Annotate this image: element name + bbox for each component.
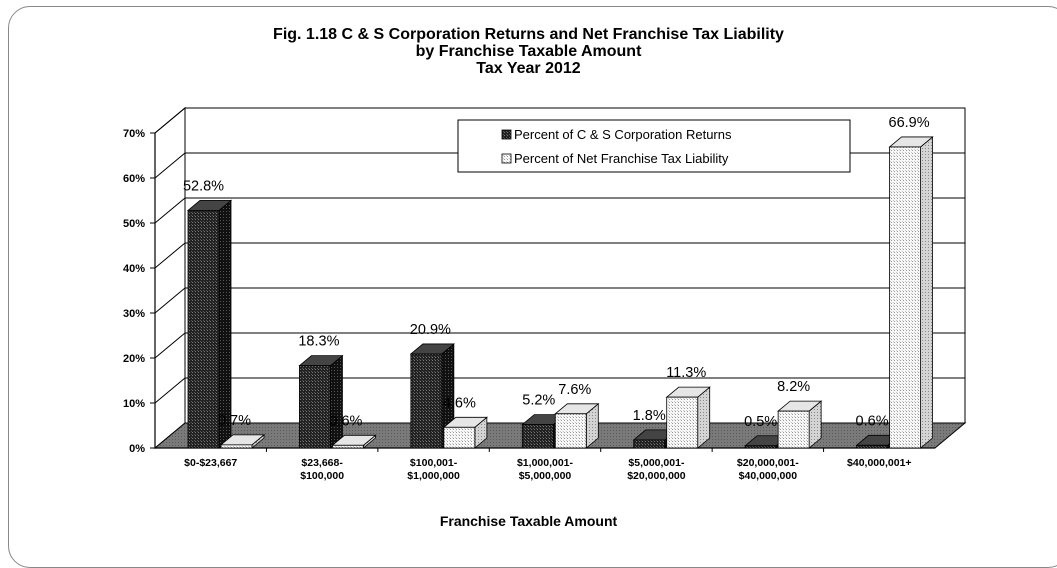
data-label: 66.9% (889, 115, 930, 131)
gridline (154, 107, 965, 134)
bar-front (521, 424, 554, 449)
bar-front (332, 444, 364, 449)
x-tick-label: $5,000,000 (519, 470, 572, 482)
bar-front (666, 396, 699, 449)
gridline (154, 197, 965, 224)
bar (554, 402, 600, 449)
data-label: 0.6% (329, 413, 362, 429)
x-axis-title: Franchise Taxable Amount (439, 513, 618, 529)
data-label: 8.2% (777, 379, 810, 395)
bar (219, 433, 266, 449)
bar-front (443, 426, 476, 449)
bar-side (218, 199, 232, 449)
gridline (154, 287, 965, 314)
data-label: 0.7% (218, 413, 251, 429)
bar-side (920, 136, 933, 449)
bar (442, 416, 488, 449)
chart-title-line-2: by Franchise Taxable Amount (415, 43, 642, 60)
data-label: 20.9% (410, 322, 451, 338)
data-label: 4.6% (443, 395, 476, 411)
bar-front (299, 365, 331, 449)
y-tick-label: 10% (123, 398, 145, 410)
y-tick-label: 30% (123, 308, 145, 320)
x-tick-label: $1,000,000 (407, 470, 460, 482)
legend-box (457, 119, 851, 173)
bar-front (187, 209, 220, 449)
chart-side-wall (154, 106, 186, 450)
y-tick-label: 50% (123, 218, 145, 230)
data-label: 1.8% (633, 408, 666, 424)
bar (888, 136, 934, 449)
bar-front (554, 413, 587, 449)
data-label: 18.3% (298, 334, 339, 350)
data-label: 5.2% (522, 393, 555, 409)
data-label: 0.6% (856, 413, 889, 429)
chart-title: Fig. 1.18 C & S Corporation Returns and … (0, 26, 1057, 77)
bar (331, 434, 377, 449)
y-tick-label: 70% (123, 128, 145, 140)
x-tick-label: $1,000,001- (517, 457, 574, 469)
legend-swatch (501, 129, 512, 140)
bar-front (856, 444, 888, 449)
data-label: 0.5% (744, 414, 777, 430)
bar-front (633, 439, 666, 449)
y-tick-label: 40% (123, 263, 145, 275)
chart-title-line-3: Tax Year 2012 (476, 60, 581, 77)
x-tick-label: $5,000,001- (628, 457, 685, 469)
chart-title-line-1: Fig. 1.18 C & S Corporation Returns and … (273, 26, 784, 43)
bar (186, 199, 233, 449)
y-tick-label: 60% (123, 173, 145, 185)
x-tick-label: $20,000,001- (737, 457, 799, 469)
legend-label: Percent of C & S Corporation Returns (514, 127, 732, 142)
bar-front (220, 444, 253, 449)
legend-label: Percent of Net Franchise Tax Liability (514, 151, 729, 166)
x-tick-label: $0-$23,667 (184, 457, 237, 469)
gridline (154, 332, 965, 359)
gridline (154, 242, 965, 269)
x-tick-label: $20,000,000 (627, 470, 686, 482)
bar-side (697, 386, 711, 449)
bar-front (410, 353, 443, 449)
x-tick-label: $40,000,000 (739, 470, 798, 482)
bar (298, 354, 344, 449)
data-label: 52.8% (183, 178, 224, 194)
bar (665, 386, 711, 449)
bar-side (330, 354, 343, 449)
x-tick-label: $40,000,001+ (847, 457, 912, 469)
bar-front (889, 146, 921, 449)
bar-chart: 0% 10% 20% 30% 40% 50% 60% 70% $0-$23,667 52.8% 0.… (123, 106, 967, 482)
gridline (154, 377, 965, 404)
legend-swatch (501, 153, 512, 164)
y-tick-label: 20% (123, 353, 145, 365)
y-tick-label: 0% (129, 443, 145, 455)
x-tick-label: $100,001- (410, 457, 458, 469)
x-tick-label: $100,000 (300, 470, 344, 482)
data-label: 7.6% (558, 382, 591, 398)
x-tick-label: $23,668- (301, 457, 343, 469)
bar-front (744, 445, 777, 449)
bar-front (777, 410, 810, 449)
bar (777, 400, 823, 449)
bar (409, 343, 455, 449)
data-label: 11.3% (666, 365, 706, 381)
